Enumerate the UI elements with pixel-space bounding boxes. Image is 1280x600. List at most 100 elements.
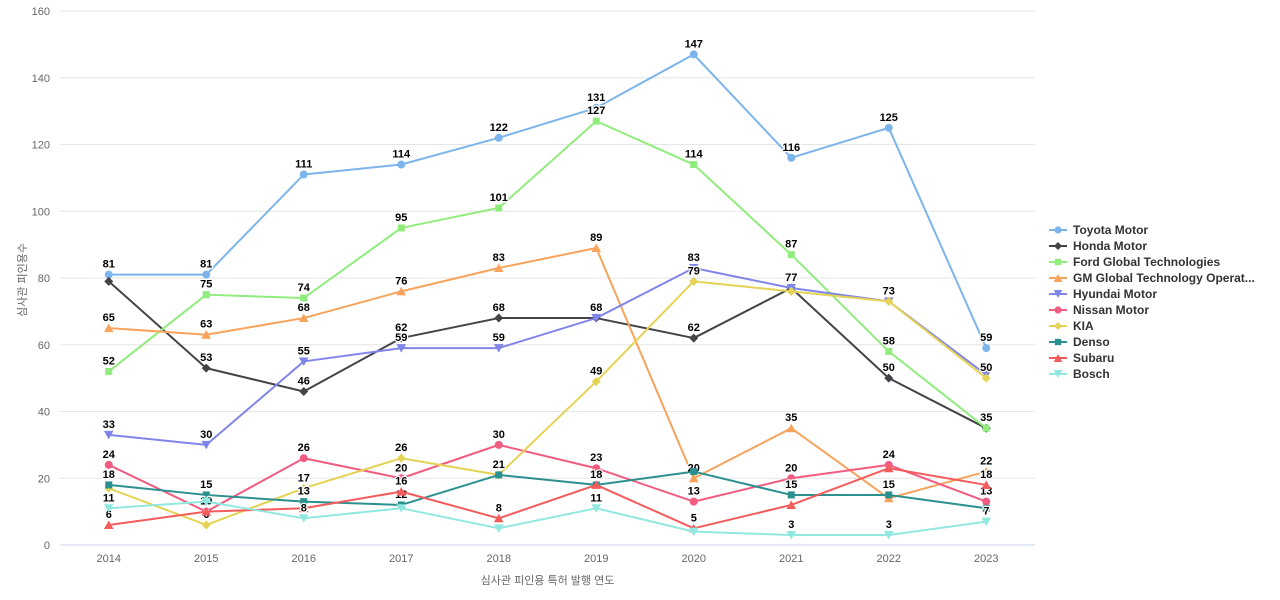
legend-item-honda-motor[interactable]: Honda Motor bbox=[1048, 238, 1255, 253]
square-marker[interactable] bbox=[1054, 338, 1062, 345]
square-marker[interactable] bbox=[105, 367, 113, 375]
triangle-down-marker[interactable] bbox=[298, 357, 309, 366]
diamond-marker[interactable] bbox=[396, 333, 406, 343]
triangle-down-marker[interactable] bbox=[786, 530, 797, 540]
circle-marker[interactable] bbox=[592, 103, 601, 112]
triangle-marker[interactable] bbox=[591, 480, 602, 489]
triangle-down-marker[interactable] bbox=[1053, 289, 1063, 298]
circle-marker[interactable] bbox=[202, 270, 211, 279]
square-marker[interactable] bbox=[300, 294, 308, 302]
diamond-marker[interactable] bbox=[689, 333, 699, 343]
triangle-marker[interactable] bbox=[591, 243, 602, 252]
circle-marker[interactable] bbox=[494, 133, 503, 142]
triangle-marker[interactable] bbox=[103, 323, 114, 333]
diamond-marker[interactable] bbox=[396, 453, 406, 463]
square-marker[interactable] bbox=[495, 204, 503, 212]
circle-marker[interactable] bbox=[299, 454, 308, 463]
legend-item-hyundai-motor[interactable]: Hyundai Motor bbox=[1048, 286, 1255, 301]
square-marker[interactable] bbox=[1054, 258, 1062, 265]
diamond-marker[interactable] bbox=[1053, 241, 1063, 250]
diamond-marker[interactable] bbox=[201, 520, 211, 530]
square-marker[interactable] bbox=[787, 491, 795, 499]
circle-marker[interactable] bbox=[104, 460, 113, 469]
triangle-down-marker[interactable] bbox=[493, 344, 504, 353]
square-marker[interactable] bbox=[982, 504, 990, 512]
diamond-marker[interactable] bbox=[1053, 321, 1063, 330]
circle-marker[interactable] bbox=[982, 344, 991, 353]
triangle-marker[interactable] bbox=[298, 503, 309, 513]
diamond-marker[interactable] bbox=[786, 286, 796, 296]
diamond-marker[interactable] bbox=[494, 313, 504, 323]
triangle-marker[interactable] bbox=[396, 286, 407, 296]
legend-item-denso[interactable]: Denso bbox=[1048, 334, 1255, 349]
triangle-down-marker[interactable] bbox=[201, 440, 212, 450]
triangle-marker[interactable] bbox=[493, 263, 504, 272]
circle-marker[interactable] bbox=[397, 474, 406, 483]
triangle-down-marker[interactable] bbox=[103, 430, 114, 440]
legend-item-subaru[interactable]: Subaru bbox=[1048, 350, 1255, 365]
square-marker[interactable] bbox=[690, 468, 698, 476]
legend-item-bosch[interactable]: Bosch bbox=[1048, 366, 1255, 381]
triangle-marker[interactable] bbox=[786, 423, 797, 433]
circle-marker[interactable] bbox=[1054, 305, 1062, 314]
square-marker[interactable] bbox=[202, 291, 210, 299]
square-marker[interactable] bbox=[592, 117, 600, 125]
diamond-marker[interactable] bbox=[299, 386, 309, 396]
diamond-marker[interactable] bbox=[201, 363, 211, 373]
square-marker[interactable] bbox=[690, 161, 698, 169]
triangle-down-marker[interactable] bbox=[103, 504, 114, 513]
circle-marker[interactable] bbox=[982, 497, 991, 506]
diamond-marker[interactable] bbox=[299, 483, 309, 493]
triangle-marker[interactable] bbox=[981, 480, 992, 489]
triangle-down-marker[interactable] bbox=[591, 504, 602, 513]
triangle-marker[interactable] bbox=[201, 330, 212, 339]
legend-item-gm-global-technology-operat[interactable]: GM Global Technology Operat... bbox=[1048, 270, 1255, 285]
square-marker[interactable] bbox=[787, 251, 795, 259]
diamond-marker[interactable] bbox=[884, 296, 894, 306]
square-marker[interactable] bbox=[982, 424, 990, 432]
diamond-marker[interactable] bbox=[591, 376, 601, 386]
square-marker[interactable] bbox=[202, 491, 210, 499]
square-marker[interactable] bbox=[397, 224, 405, 232]
triangle-down-marker[interactable] bbox=[1053, 369, 1063, 378]
triangle-marker[interactable] bbox=[103, 520, 114, 529]
triangle-down-marker[interactable] bbox=[688, 263, 699, 273]
diamond-marker[interactable] bbox=[689, 276, 699, 286]
legend-item-nissan-motor[interactable]: Nissan Motor bbox=[1048, 302, 1255, 317]
diamond-marker[interactable] bbox=[104, 276, 114, 286]
triangle-down-marker[interactable] bbox=[396, 504, 407, 513]
triangle-down-marker[interactable] bbox=[396, 344, 407, 353]
triangle-marker[interactable] bbox=[981, 467, 992, 476]
legend-item-toyota-motor[interactable]: Toyota Motor bbox=[1048, 222, 1255, 237]
triangle-marker[interactable] bbox=[493, 513, 504, 523]
triangle-down-marker[interactable] bbox=[591, 314, 602, 323]
triangle-down-marker[interactable] bbox=[981, 517, 992, 527]
triangle-down-marker[interactable] bbox=[493, 524, 504, 533]
triangle-down-marker[interactable] bbox=[688, 527, 699, 537]
square-marker[interactable] bbox=[885, 347, 893, 355]
square-marker[interactable] bbox=[105, 481, 113, 489]
triangle-marker[interactable] bbox=[1053, 353, 1063, 362]
circle-marker[interactable] bbox=[787, 153, 796, 162]
circle-marker[interactable] bbox=[299, 170, 308, 179]
triangle-marker[interactable] bbox=[786, 500, 797, 509]
triangle-marker[interactable] bbox=[883, 463, 894, 473]
circle-marker[interactable] bbox=[689, 497, 698, 506]
circle-marker[interactable] bbox=[592, 464, 601, 473]
circle-marker[interactable] bbox=[104, 270, 113, 279]
triangle-down-marker[interactable] bbox=[201, 497, 212, 507]
square-marker[interactable] bbox=[495, 471, 503, 479]
triangle-marker[interactable] bbox=[688, 473, 699, 483]
square-marker[interactable] bbox=[885, 491, 893, 499]
triangle-marker[interactable] bbox=[298, 313, 309, 323]
triangle-marker[interactable] bbox=[1053, 273, 1063, 282]
circle-marker[interactable] bbox=[397, 160, 406, 169]
diamond-marker[interactable] bbox=[981, 373, 991, 383]
triangle-marker[interactable] bbox=[201, 507, 212, 516]
triangle-down-marker[interactable] bbox=[883, 530, 894, 540]
legend-item-kia[interactable]: KIA bbox=[1048, 318, 1255, 333]
triangle-down-marker[interactable] bbox=[298, 514, 309, 523]
circle-marker[interactable] bbox=[689, 50, 698, 59]
circle-marker[interactable] bbox=[787, 474, 796, 483]
circle-marker[interactable] bbox=[1054, 225, 1062, 234]
